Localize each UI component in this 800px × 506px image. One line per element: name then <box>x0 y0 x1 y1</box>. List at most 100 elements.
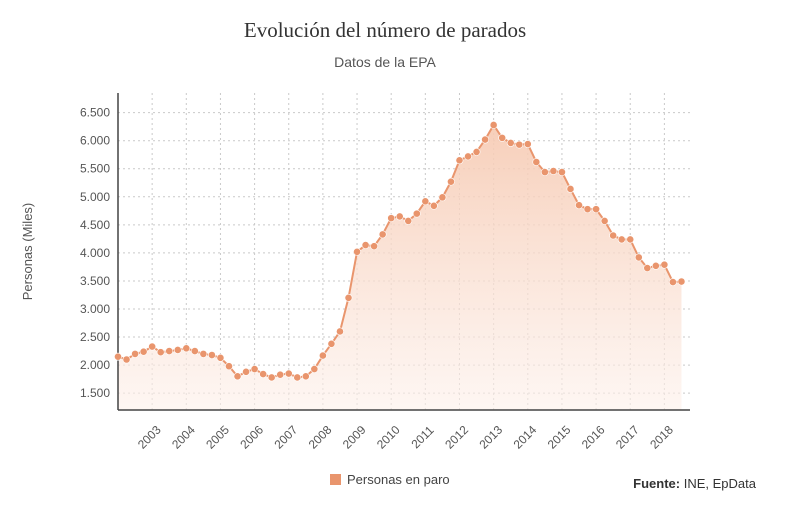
data-point[interactable] <box>583 205 592 214</box>
data-point[interactable] <box>387 214 396 223</box>
y-tick-label: 4.000 <box>80 246 110 260</box>
y-tick-label: 6.000 <box>80 134 110 148</box>
data-point[interactable] <box>626 235 635 244</box>
data-point[interactable] <box>566 185 575 193</box>
data-point[interactable] <box>523 140 532 148</box>
x-tick-label: 2008 <box>306 423 335 452</box>
data-point[interactable] <box>378 230 387 239</box>
data-point[interactable] <box>216 353 225 362</box>
data-point[interactable] <box>549 167 558 175</box>
x-tick-label: 2014 <box>511 423 540 452</box>
x-tick-label: 2003 <box>135 423 164 452</box>
data-point[interactable] <box>617 235 626 244</box>
data-point[interactable] <box>558 168 566 177</box>
data-point[interactable] <box>173 346 182 354</box>
data-point[interactable] <box>208 351 216 359</box>
legend-label: Personas en paro <box>347 472 450 487</box>
data-point[interactable] <box>318 351 327 360</box>
data-point[interactable] <box>643 264 652 272</box>
data-point[interactable] <box>472 148 481 156</box>
data-point[interactable] <box>592 205 600 214</box>
data-point[interactable] <box>267 373 276 382</box>
data-point[interactable] <box>515 140 524 149</box>
source-text: INE, EpData <box>680 476 756 491</box>
data-point[interactable] <box>404 217 413 225</box>
y-tick-label: 1.500 <box>80 386 110 400</box>
data-point[interactable] <box>327 339 336 348</box>
data-point[interactable] <box>660 260 669 269</box>
data-point[interactable] <box>421 197 430 206</box>
data-point[interactable] <box>148 342 157 351</box>
series-area <box>118 124 682 410</box>
data-point[interactable] <box>438 193 447 202</box>
data-point[interactable] <box>634 253 643 262</box>
data-point[interactable] <box>353 247 361 256</box>
data-point[interactable] <box>429 201 438 210</box>
data-point[interactable] <box>498 133 507 142</box>
data-point[interactable] <box>464 152 472 161</box>
chart-title: Evolución del número de parados <box>243 18 527 42</box>
x-tick-label: 2009 <box>340 423 369 452</box>
data-point[interactable] <box>190 347 199 355</box>
data-point[interactable] <box>575 201 583 210</box>
x-tick-label: 2010 <box>374 423 403 452</box>
y-tick-label: 6.500 <box>80 106 110 120</box>
data-point[interactable] <box>395 212 404 221</box>
chart-legend[interactable]: Personas en paro <box>330 472 450 487</box>
source-label: Fuente: <box>633 476 681 491</box>
y-tick-label: 5.500 <box>80 162 110 176</box>
data-point[interactable] <box>293 373 302 382</box>
x-tick-label: 2016 <box>579 423 608 452</box>
data-point[interactable] <box>276 370 285 379</box>
y-tick-label: 2.000 <box>80 358 110 372</box>
y-tick-label: 4.500 <box>80 218 110 232</box>
data-point[interactable] <box>284 369 293 378</box>
x-tick-label: 2006 <box>237 423 266 452</box>
data-point[interactable] <box>540 168 549 177</box>
data-point[interactable] <box>532 158 541 166</box>
data-point[interactable] <box>259 370 268 378</box>
data-point[interactable] <box>669 278 677 286</box>
data-point[interactable] <box>250 365 259 373</box>
data-point[interactable] <box>489 121 498 129</box>
data-point[interactable] <box>336 327 344 336</box>
data-point[interactable] <box>600 217 609 225</box>
data-point[interactable] <box>131 349 139 358</box>
data-point[interactable] <box>344 293 353 302</box>
data-point[interactable] <box>447 177 455 186</box>
data-point[interactable] <box>114 352 122 361</box>
data-point[interactable] <box>455 156 464 165</box>
y-axis-label: Personas (Miles) <box>20 203 35 301</box>
x-tick-label: 2015 <box>545 423 574 452</box>
data-point[interactable] <box>233 372 242 381</box>
data-point[interactable] <box>310 365 319 373</box>
x-tick-label: 2011 <box>408 423 436 451</box>
y-tick-label: 3.000 <box>80 302 110 316</box>
data-point[interactable] <box>165 347 174 355</box>
x-tick-label: 2013 <box>476 423 505 452</box>
data-point[interactable] <box>412 209 421 218</box>
x-tick-label: 2004 <box>169 423 198 452</box>
data-point[interactable] <box>651 261 660 270</box>
y-tick-label: 2.500 <box>80 330 110 344</box>
data-point[interactable] <box>506 139 515 147</box>
data-point[interactable] <box>156 348 165 357</box>
data-point[interactable] <box>301 372 310 381</box>
y-tick-label: 3.500 <box>80 274 110 288</box>
data-point[interactable] <box>225 362 233 371</box>
data-point[interactable] <box>609 231 618 240</box>
x-tick-label: 2017 <box>613 423 642 452</box>
data-point[interactable] <box>677 277 686 286</box>
data-point[interactable] <box>242 367 250 376</box>
data-point[interactable] <box>139 347 148 356</box>
x-tick-label: 2012 <box>442 423 471 452</box>
chart-subtitle: Datos de la EPA <box>334 54 436 70</box>
source-note: Fuente: INE, EpData <box>633 476 756 491</box>
data-point[interactable] <box>182 344 191 353</box>
data-point[interactable] <box>122 355 131 364</box>
x-tick-label: 2007 <box>272 423 301 452</box>
data-point[interactable] <box>199 349 208 358</box>
data-point[interactable] <box>370 242 379 251</box>
data-point[interactable] <box>361 241 370 249</box>
data-point[interactable] <box>481 135 490 144</box>
